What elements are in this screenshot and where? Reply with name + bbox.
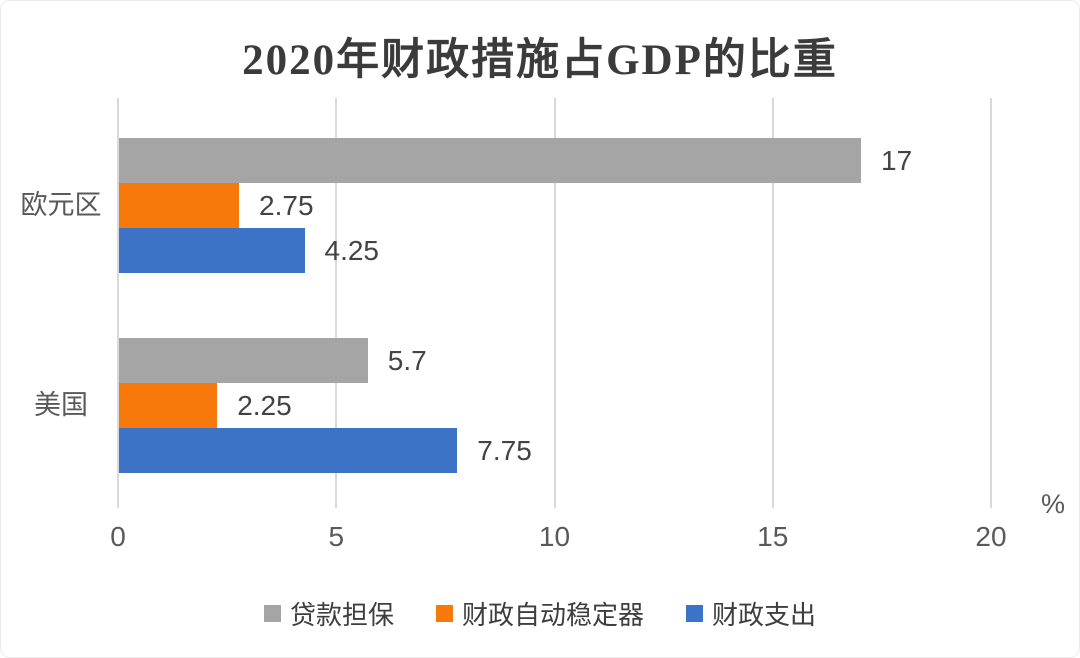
bar-value-label: 4.25 xyxy=(324,235,380,266)
gridline xyxy=(990,98,992,508)
bar-value-label: 7.75 xyxy=(477,435,532,466)
gridline xyxy=(771,98,774,508)
x-tick-label: 10 xyxy=(538,521,571,552)
category-label-usa: 美国 xyxy=(34,390,88,420)
gridline xyxy=(553,98,556,508)
legend: 贷款担保 财政自动稳定器 财政支出 xyxy=(1,595,1079,632)
bar-value-label: 5.7 xyxy=(387,345,427,376)
x-tick-label: 15 xyxy=(757,521,789,552)
legend-label-automatic-stabilizers: 财政自动稳定器 xyxy=(461,600,644,630)
bar-automatic-stabilizers-eurozone xyxy=(119,183,240,228)
category-label-eurozone: 欧元区 xyxy=(20,190,102,220)
legend-swatch-icon-fiscal-spending xyxy=(686,605,703,622)
bar-fiscal-spending-eurozone xyxy=(119,228,305,273)
legend-label-fiscal-spending: 财政支出 xyxy=(712,600,817,630)
legend-item-loan-guarantee: 贷款担保 xyxy=(263,595,394,632)
bar-value-label: 2.75 xyxy=(259,190,314,221)
gridline xyxy=(335,98,338,508)
chart-title: 2020年财政措施占GDP的比重 xyxy=(242,37,838,84)
legend-item-automatic-stabilizers: 财政自动稳定器 xyxy=(435,595,644,632)
bar-value-label: 2.25 xyxy=(237,390,292,421)
x-tick-label: 20 xyxy=(975,521,1007,552)
bar-loan-guarantee-eurozone xyxy=(119,138,862,183)
legend-swatch-icon-loan-guarantee xyxy=(263,605,281,622)
bar-automatic-stabilizers-usa xyxy=(119,383,218,428)
legend-label-loan-guarantee: 贷款担保 xyxy=(289,600,394,630)
gridline xyxy=(117,98,119,508)
x-axis-unit-label: % xyxy=(1041,489,1066,519)
bar-fiscal-spending-usa xyxy=(119,428,458,473)
legend-swatch-icon-automatic-stabilizers xyxy=(435,605,453,622)
legend-item-fiscal-spending: 财政支出 xyxy=(686,595,816,632)
x-tick-label: 0 xyxy=(110,521,126,552)
bar-loan-guarantee-usa xyxy=(119,338,368,383)
x-tick-label: 5 xyxy=(328,521,345,552)
bar-value-label: 17 xyxy=(881,145,913,176)
